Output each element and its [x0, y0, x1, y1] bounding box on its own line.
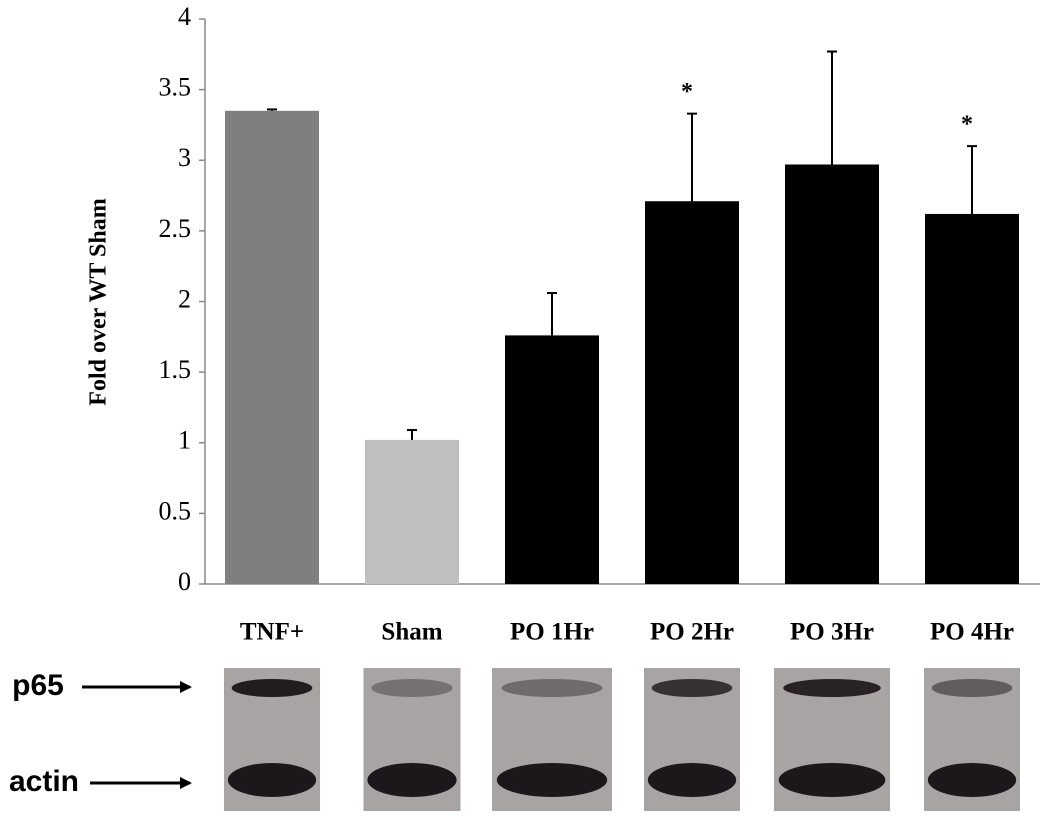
error-bar — [547, 292, 557, 336]
y-tick-label: 0 — [178, 567, 191, 596]
blot-band — [783, 679, 881, 697]
blot-label: p65 — [12, 669, 64, 702]
x-tick-label: TNF+ — [240, 619, 304, 646]
blot-band — [367, 763, 457, 797]
x-tick-label: PO 3Hr — [790, 619, 874, 646]
y-tick-label: 1.5 — [159, 355, 192, 384]
bar — [365, 439, 459, 584]
y-tick-label: 3 — [178, 143, 191, 172]
x-tick-label: PO 2Hr — [650, 619, 734, 646]
y-tick-label: 1 — [178, 426, 191, 455]
error-bar — [407, 429, 417, 440]
x-tick-label: Sham — [381, 619, 442, 646]
error-bar — [967, 145, 977, 214]
blot-band — [778, 763, 886, 797]
blot-band — [371, 679, 453, 697]
blot-band — [496, 763, 608, 797]
blot-band — [651, 679, 733, 697]
blot-band — [927, 763, 1017, 797]
error-bar — [827, 50, 837, 165]
y-tick-label: 4 — [178, 2, 191, 31]
annotation: * — [681, 79, 693, 105]
bar — [505, 335, 599, 584]
y-tick-label: 3.5 — [159, 73, 192, 102]
error-bar — [267, 108, 277, 111]
annotation: * — [961, 112, 973, 138]
bar — [645, 201, 739, 584]
blot-panels — [224, 668, 1020, 811]
y-tick-label: 2 — [178, 284, 191, 313]
y-tick-label: 0.5 — [159, 496, 192, 525]
error-bar — [687, 112, 697, 202]
blot-label: actin — [9, 765, 79, 798]
bar — [785, 164, 879, 585]
blot-band — [931, 679, 1013, 697]
y-axis-label: Fold over WT Sham — [86, 198, 112, 405]
bar — [925, 213, 1019, 585]
blot-band — [647, 763, 737, 797]
x-tick-label: PO 4Hr — [930, 619, 1014, 646]
blot-band — [501, 679, 603, 697]
y-tick-label: 2.5 — [159, 214, 192, 243]
x-tick-label: PO 1Hr — [510, 619, 594, 646]
blot-band — [227, 763, 317, 797]
blot-band — [231, 679, 313, 697]
bar — [225, 110, 319, 584]
